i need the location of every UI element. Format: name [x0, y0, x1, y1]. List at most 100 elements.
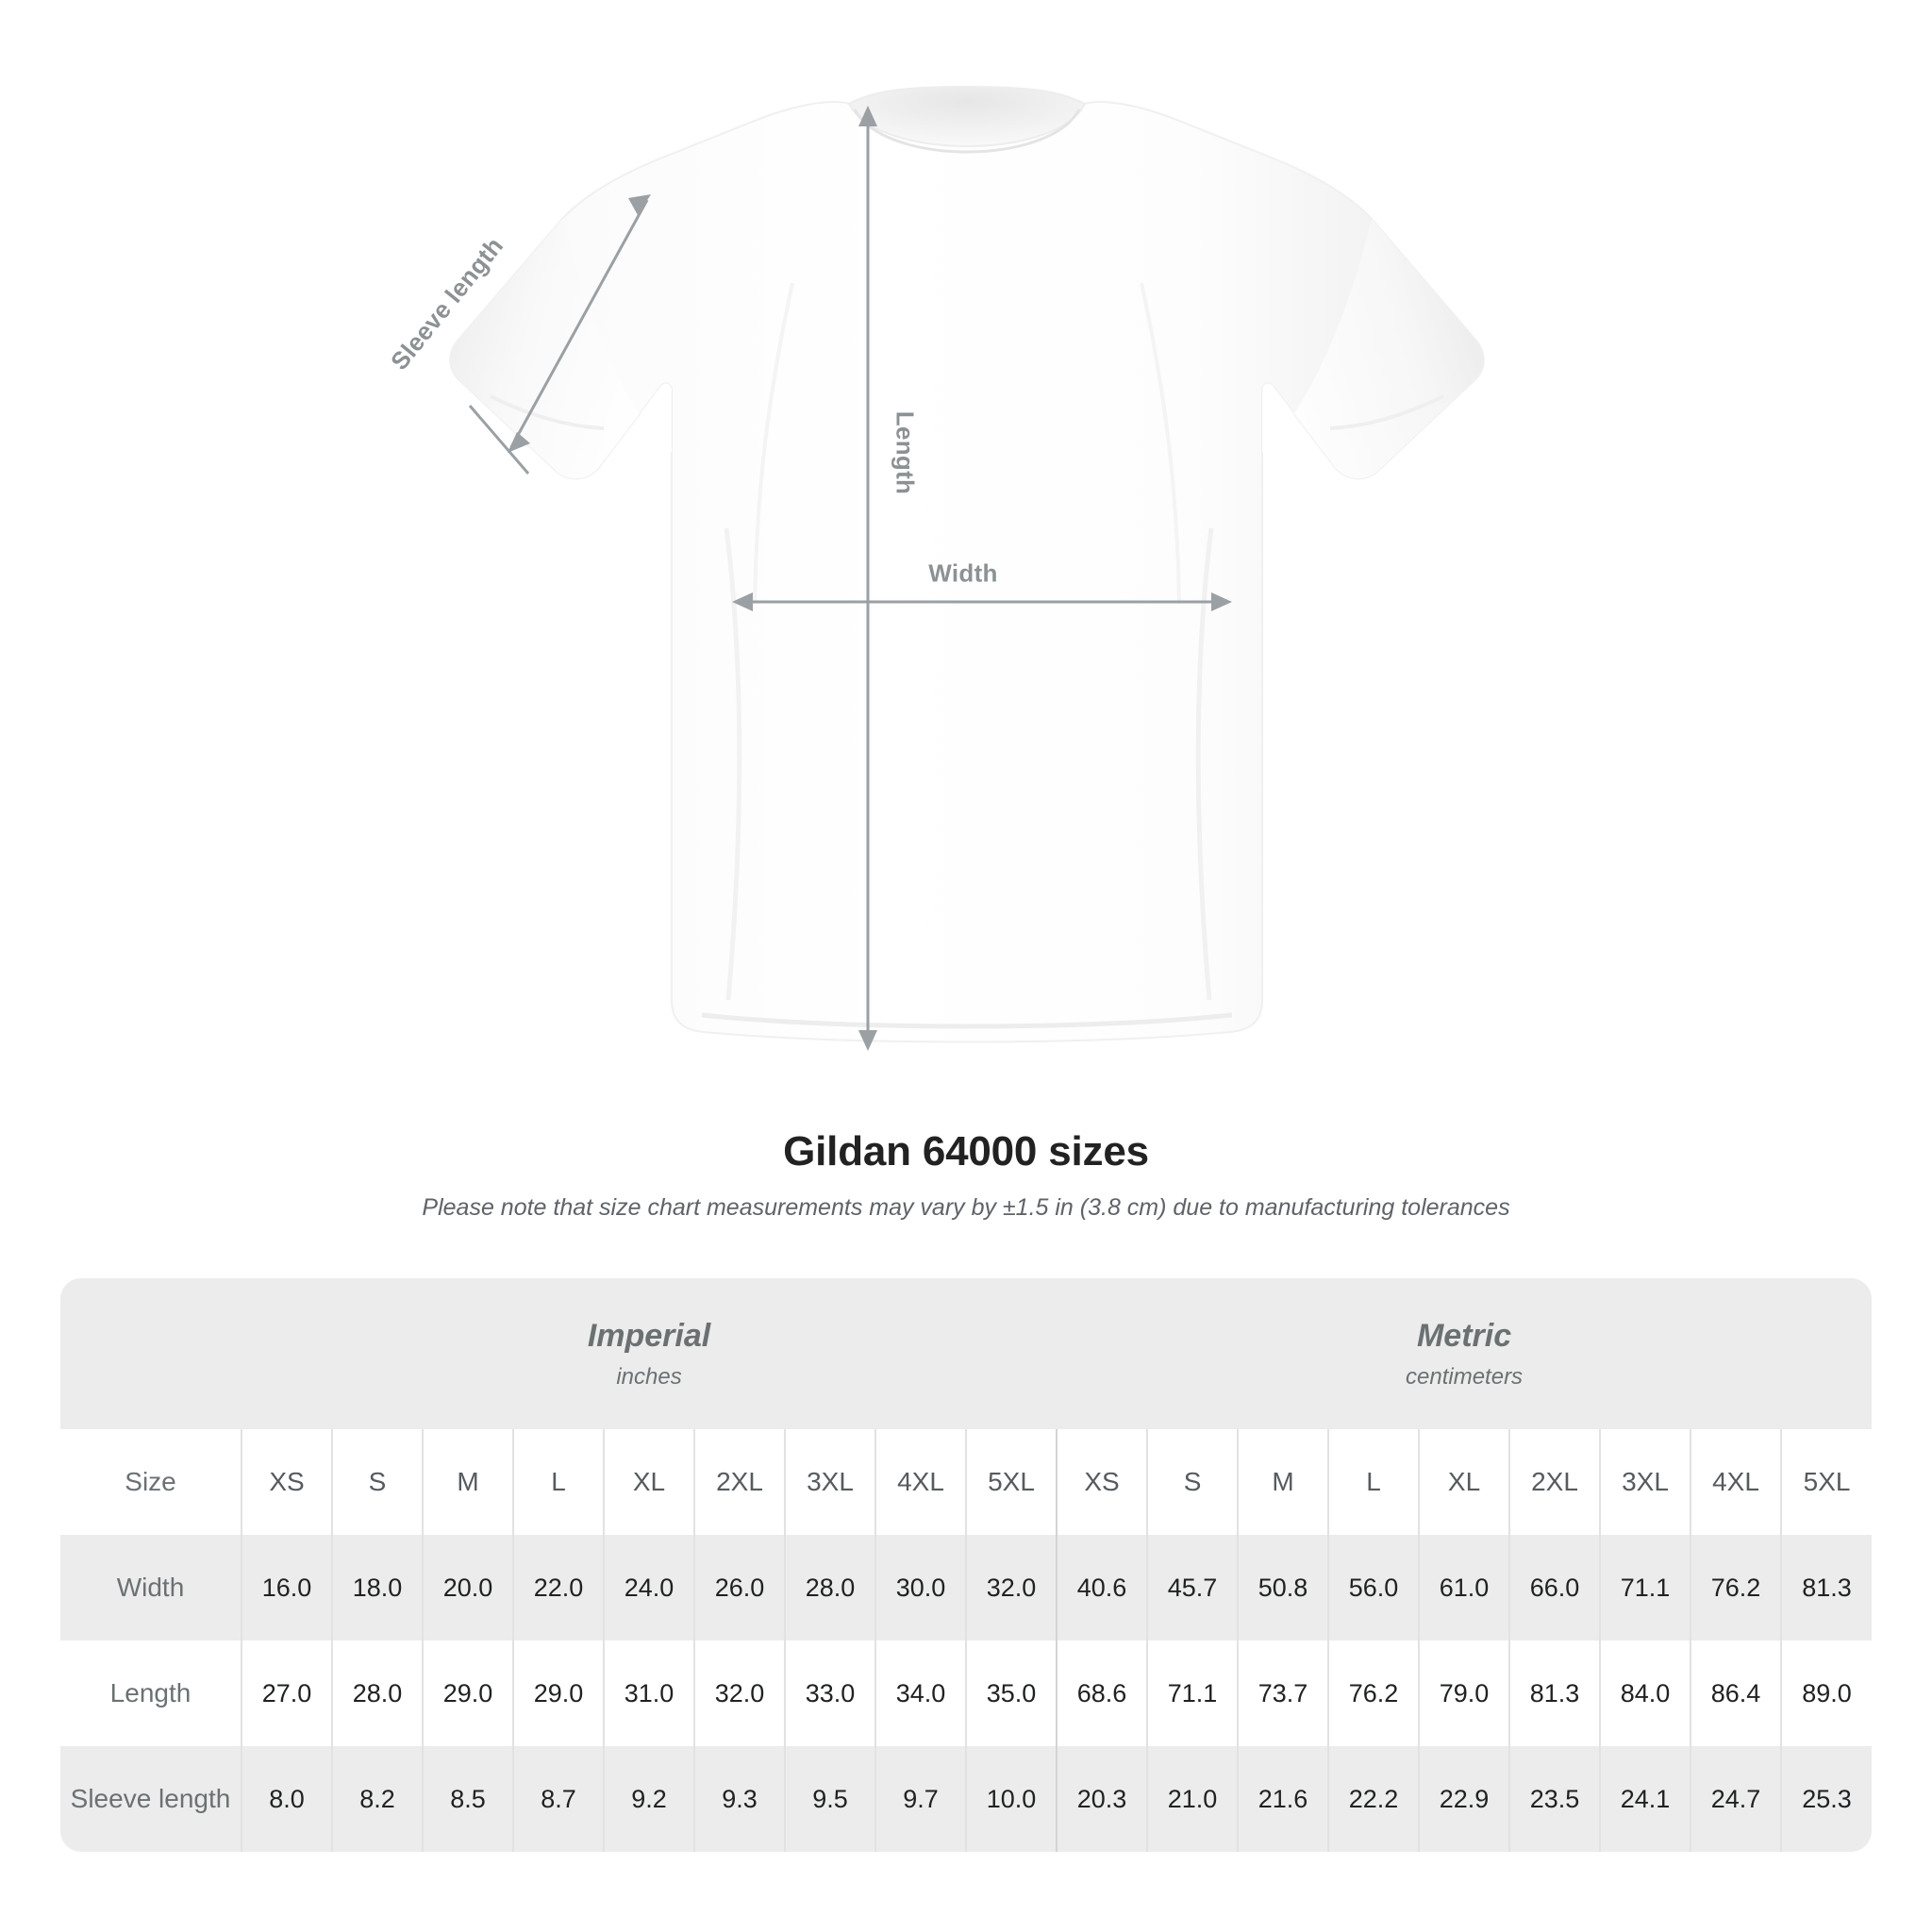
cell-length-5xl-imperial: 35.0	[964, 1641, 1058, 1746]
cell-length-s-imperial: 28.0	[331, 1641, 423, 1746]
length-arrow-top	[858, 106, 877, 126]
shirt-shape	[449, 85, 1485, 1043]
page-title: Gildan 64000 sizes	[783, 1128, 1149, 1174]
size-header-m-imperial: M	[422, 1429, 513, 1535]
size-header-2xl-metric: 2XL	[1508, 1429, 1601, 1535]
cell-sleeve-m-imperial: 8.5	[422, 1746, 513, 1852]
cell-length-l-imperial: 29.0	[512, 1641, 604, 1746]
cell-width-2xl-metric: 66.0	[1508, 1535, 1601, 1641]
table-row-width: Width 16.0 18.0 20.0 22.0 24.0 26.0 28.0…	[60, 1535, 1873, 1641]
cell-length-3xl-metric: 84.0	[1599, 1641, 1691, 1746]
cell-length-xs-imperial: 27.0	[241, 1641, 332, 1746]
size-table-wrapper: Imperial inches Metric centimeters Size	[60, 1278, 1873, 1852]
size-header-xl-imperial: XL	[603, 1429, 694, 1535]
cell-sleeve-4xl-imperial: 9.7	[874, 1746, 966, 1852]
cell-sleeve-xl-imperial: 9.2	[603, 1746, 694, 1852]
size-header-5xl-imperial: 5XL	[964, 1429, 1058, 1535]
cell-length-m-metric: 73.7	[1237, 1641, 1329, 1746]
cell-width-2xl-imperial: 26.0	[693, 1535, 785, 1641]
cell-width-l-imperial: 22.0	[512, 1535, 604, 1641]
cell-width-5xl-imperial: 32.0	[964, 1535, 1058, 1641]
cell-length-2xl-metric: 81.3	[1508, 1641, 1601, 1746]
cell-sleeve-4xl-metric: 24.7	[1690, 1746, 1782, 1852]
cell-sleeve-xs-imperial: 8.0	[241, 1746, 332, 1852]
size-header-2xl-imperial: 2XL	[693, 1429, 785, 1535]
size-header-s-metric: S	[1146, 1429, 1239, 1535]
size-header-xl-metric: XL	[1418, 1429, 1510, 1535]
cell-width-xl-imperial: 24.0	[603, 1535, 694, 1641]
cell-width-3xl-imperial: 28.0	[784, 1535, 875, 1641]
cell-length-m-imperial: 29.0	[422, 1641, 513, 1746]
cell-sleeve-s-metric: 21.0	[1146, 1746, 1239, 1852]
cell-length-5xl-metric: 89.0	[1780, 1641, 1873, 1746]
group-header-imperial: Imperial inches	[242, 1278, 1058, 1429]
cell-length-s-metric: 71.1	[1146, 1641, 1239, 1746]
sleeve-guide-line	[509, 199, 649, 448]
cell-width-4xl-metric: 76.2	[1690, 1535, 1782, 1641]
cell-sleeve-5xl-imperial: 10.0	[964, 1746, 1058, 1852]
width-label: Width	[928, 558, 998, 588]
size-header-l-metric: L	[1327, 1429, 1420, 1535]
cell-width-l-metric: 56.0	[1327, 1535, 1420, 1641]
page-subtitle: Please note that size chart measurements…	[422, 1193, 1510, 1221]
length-arrow-bottom	[858, 1030, 877, 1051]
cell-sleeve-5xl-metric: 25.3	[1780, 1746, 1873, 1852]
cell-width-xs-metric: 40.6	[1056, 1535, 1148, 1641]
table-row-sleeve-length: Sleeve length 8.0 8.2 8.5 8.7 9.2 9.3 9.…	[60, 1746, 1873, 1852]
tshirt-illustration	[449, 85, 1485, 1051]
cell-width-5xl-metric: 81.3	[1780, 1535, 1873, 1641]
size-header-5xl-metric: 5XL	[1780, 1429, 1873, 1535]
cell-length-xl-metric: 79.0	[1418, 1641, 1510, 1746]
table-row-length: Length 27.0 28.0 29.0 29.0 31.0 32.0 33.…	[60, 1641, 1873, 1746]
row-label-length: Length	[60, 1641, 242, 1746]
size-header-xs-metric: XS	[1056, 1429, 1148, 1535]
sleeve-end-tick	[468, 405, 530, 475]
group-metric-name: Metric	[1416, 1317, 1512, 1354]
table-size-header-row: Size XS S M L XL 2XL 3XL 4XL 5XL XS S M …	[60, 1429, 1873, 1535]
group-imperial-unit: inches	[616, 1364, 682, 1391]
cell-width-s-metric: 45.7	[1146, 1535, 1239, 1641]
size-header-l-imperial: L	[512, 1429, 604, 1535]
size-header-3xl-metric: 3XL	[1599, 1429, 1691, 1535]
row-label-width: Width	[60, 1535, 242, 1641]
size-header-s-imperial: S	[331, 1429, 423, 1535]
cell-length-3xl-imperial: 33.0	[784, 1641, 875, 1746]
cell-sleeve-l-imperial: 8.7	[512, 1746, 604, 1852]
cell-length-l-metric: 76.2	[1327, 1641, 1420, 1746]
group-header-blank	[60, 1278, 242, 1429]
size-header-4xl-imperial: 4XL	[874, 1429, 966, 1535]
cell-length-4xl-imperial: 34.0	[874, 1641, 966, 1746]
size-header-4xl-metric: 4XL	[1690, 1429, 1782, 1535]
cell-width-3xl-metric: 71.1	[1599, 1535, 1691, 1641]
cell-width-xs-imperial: 16.0	[241, 1535, 332, 1641]
cell-width-m-metric: 50.8	[1237, 1535, 1329, 1641]
cell-width-4xl-imperial: 30.0	[874, 1535, 966, 1641]
size-header-3xl-imperial: 3XL	[784, 1429, 875, 1535]
cell-sleeve-s-imperial: 8.2	[331, 1746, 423, 1852]
cell-length-xl-imperial: 31.0	[603, 1641, 694, 1746]
length-label: Length	[891, 410, 920, 495]
size-header-m-metric: M	[1237, 1429, 1329, 1535]
measurement-guides	[468, 106, 1232, 1051]
cell-sleeve-l-metric: 22.2	[1327, 1746, 1420, 1852]
cell-sleeve-2xl-metric: 23.5	[1508, 1746, 1601, 1852]
width-arrow-right	[1211, 592, 1232, 611]
size-row-label: Size	[60, 1429, 242, 1535]
cell-sleeve-xl-metric: 22.9	[1418, 1746, 1510, 1852]
cell-sleeve-3xl-imperial: 9.5	[784, 1746, 875, 1852]
cell-length-xs-metric: 68.6	[1056, 1641, 1148, 1746]
size-table: Imperial inches Metric centimeters Size	[60, 1278, 1873, 1852]
group-imperial-name: Imperial	[587, 1317, 711, 1354]
row-label-sleeve-length: Sleeve length	[60, 1746, 242, 1852]
cell-sleeve-2xl-imperial: 9.3	[693, 1746, 785, 1852]
group-header-metric: Metric centimeters	[1057, 1278, 1873, 1429]
cell-width-s-imperial: 18.0	[331, 1535, 423, 1641]
table-group-header-row: Imperial inches Metric centimeters	[60, 1278, 1873, 1429]
cell-sleeve-3xl-metric: 24.1	[1599, 1746, 1691, 1852]
tshirt-diagram: Sleeve length Length Width	[384, 85, 1485, 1051]
cell-width-m-imperial: 20.0	[422, 1535, 513, 1641]
cell-sleeve-xs-metric: 20.3	[1056, 1746, 1148, 1852]
group-metric-unit: centimeters	[1406, 1364, 1524, 1391]
chart-heading: Gildan 64000 sizes Please note that size…	[0, 1127, 1932, 1223]
